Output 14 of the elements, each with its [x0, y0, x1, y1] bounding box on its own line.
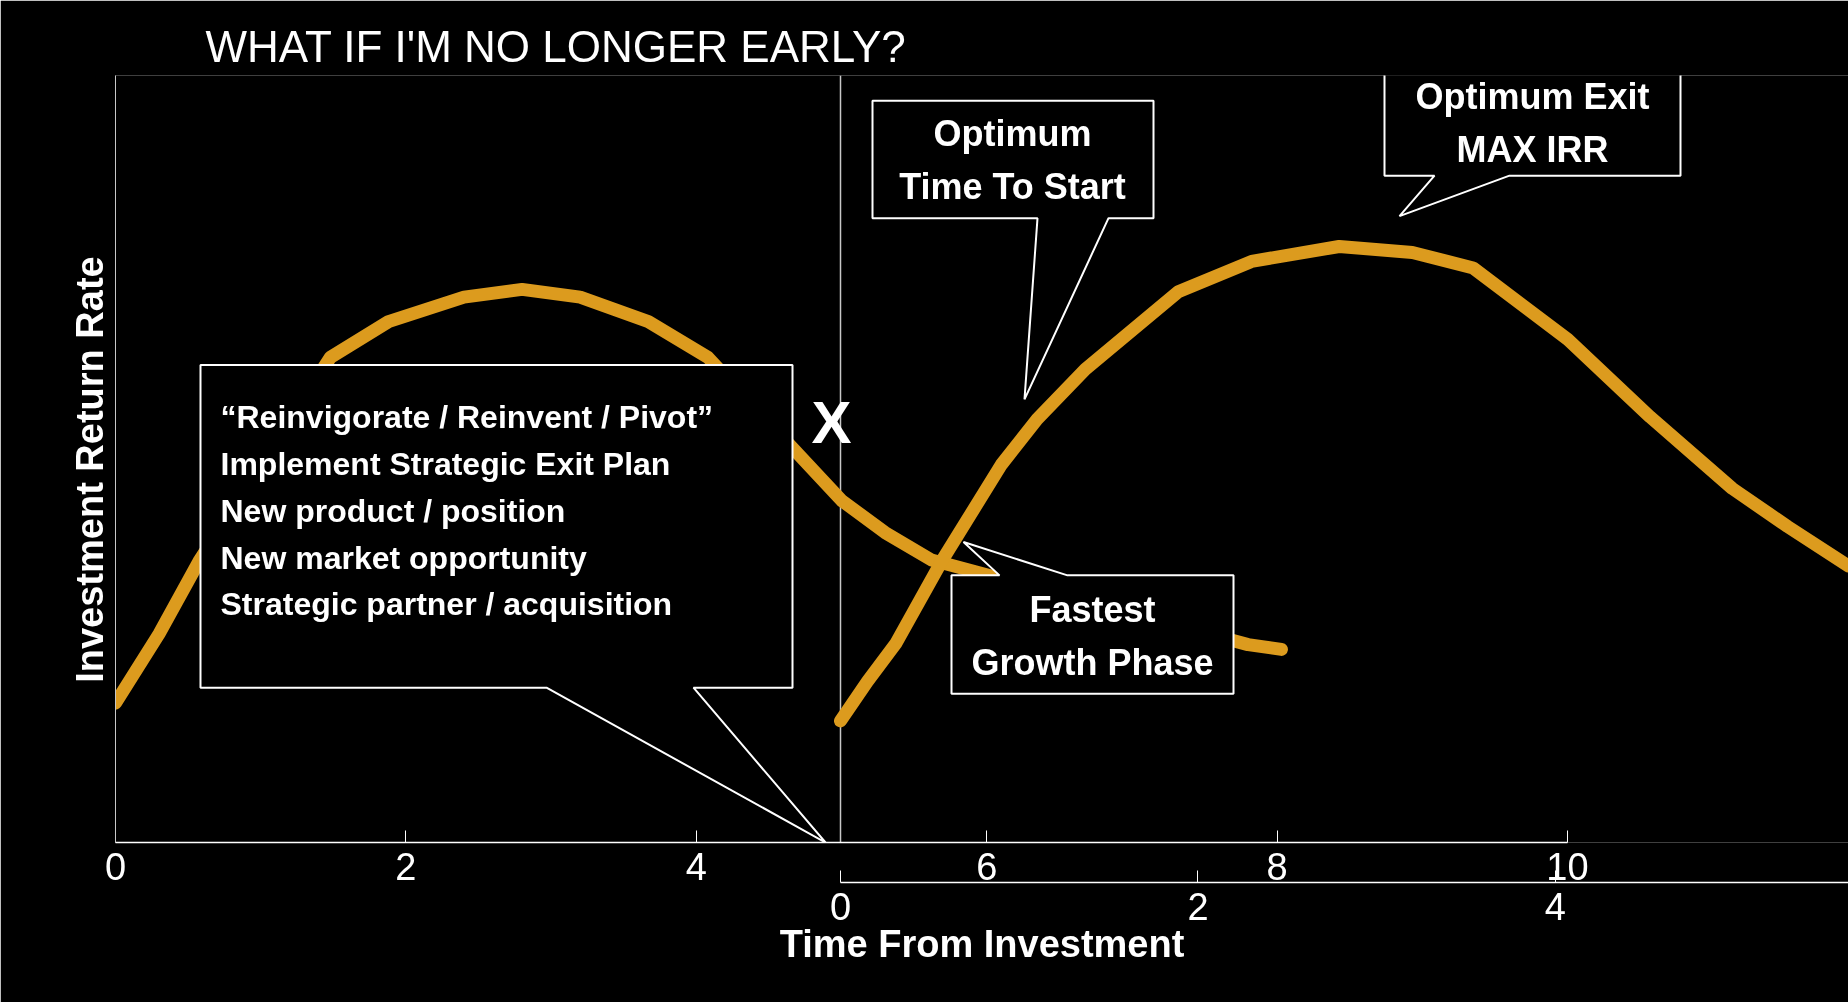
annotation: “Reinvigorate / Reinvent / Pivot” Implement Strategic Exit Plan New product / position New market opportunity Strategic partner / acquisition	[220, 399, 714, 623]
x-tick-label: 8	[1266, 845, 1288, 888]
x2-tick-label: 4	[1544, 885, 1566, 928]
annotation: Fastest Growth Phase	[971, 588, 1214, 683]
chart-title: WHAT IF I'M NO LONGER EARLY?	[205, 21, 906, 71]
y-axis-title: Investment Return Rate	[68, 256, 111, 683]
text: Optimum Time To Start	[899, 112, 1126, 208]
text: Optimum Exit MAX IRR	[1415, 75, 1650, 170]
x-tick-label: 0	[104, 845, 127, 888]
x-tick-label: 6	[976, 845, 998, 888]
x2-tick-label: 2	[1187, 885, 1209, 928]
x-tick-label: 2	[395, 845, 417, 888]
x-tick-label: 4	[685, 845, 707, 888]
x-tick-label: 10	[1546, 845, 1589, 888]
